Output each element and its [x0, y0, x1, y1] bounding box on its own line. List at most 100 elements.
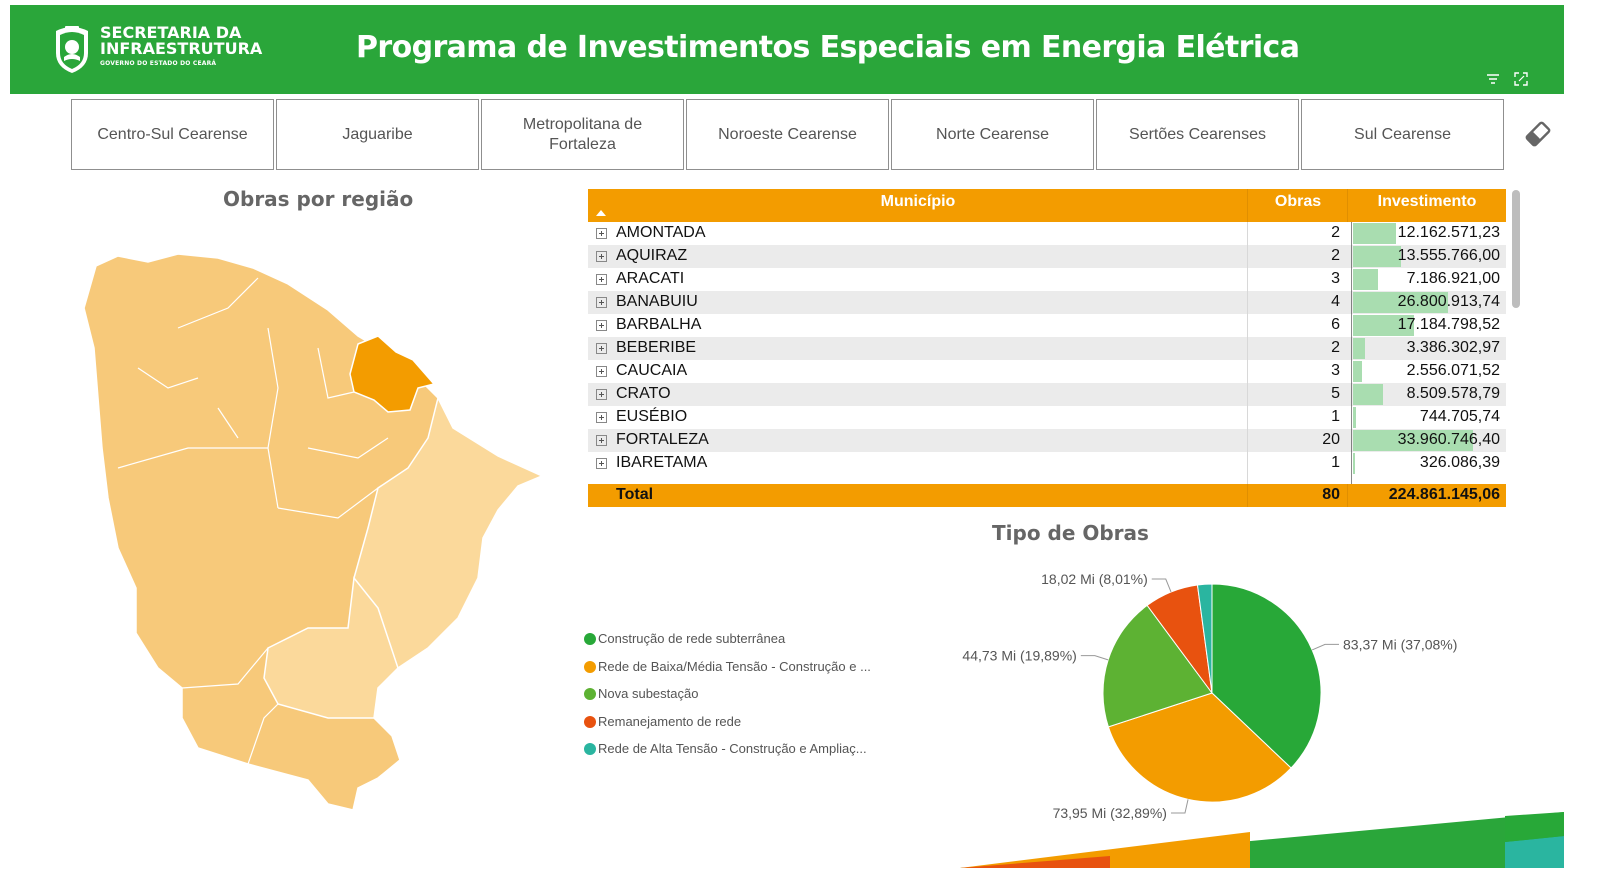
table-row[interactable]: CAUCAIA 3 2.556.071,52 — [588, 360, 1506, 383]
pie-data-label: 73,95 Mi (32,89%) — [1053, 805, 1167, 821]
total-investimento: 224.861.145,06 — [1388, 486, 1500, 503]
total-label: Total — [616, 486, 654, 503]
logo-line-1: SECRETARIA DA — [100, 23, 242, 42]
table-row[interactable]: BARBALHA 6 17.184.798,52 — [588, 314, 1506, 337]
map-title: Obras por região — [223, 187, 414, 211]
legend-label: Rede de Baixa/Média Tensão - Construção … — [598, 658, 871, 674]
cell-municipio: BARBALHA — [616, 316, 702, 333]
legend-dot-icon — [584, 633, 596, 645]
expand-row-icon[interactable] — [596, 366, 607, 377]
map-boundaries — [117, 277, 389, 765]
cell-obras: 3 — [1331, 270, 1340, 287]
table-scrollbar[interactable] — [1512, 190, 1520, 308]
decorative-stripes — [960, 812, 1564, 868]
investment-data-bar — [1353, 223, 1396, 244]
investment-data-bar — [1353, 292, 1448, 313]
investment-data-bar — [1353, 361, 1362, 382]
filter-icon[interactable] — [1485, 71, 1501, 87]
investment-data-bar — [1353, 246, 1401, 267]
map-region-centro-sul — [263, 576, 399, 719]
table-row[interactable]: IBARETAMA 1 326.086,39 — [588, 452, 1506, 475]
ceara-region-map[interactable] — [78, 248, 548, 816]
sort-ascending-icon[interactable] — [595, 209, 607, 217]
table-row[interactable]: BEBERIBE 2 3.386.302,97 — [588, 337, 1506, 360]
col-municipio[interactable]: Município — [880, 193, 956, 210]
region-filter-centro-sul[interactable]: Centro-Sul Cearense — [71, 99, 274, 170]
pie-title: Tipo de Obras — [992, 521, 1149, 545]
pie-data-label: 18,02 Mi (8,01%) — [1041, 571, 1148, 587]
legend-label: Construção de rede subterrânea — [598, 631, 786, 646]
expand-row-icon[interactable] — [596, 343, 607, 354]
pie-leader-line — [1151, 578, 1172, 593]
region-filter-jaguaribe[interactable]: Jaguaribe — [276, 99, 479, 170]
cell-municipio: CRATO — [616, 385, 671, 402]
cell-obras: 2 — [1331, 339, 1340, 356]
investment-data-bar — [1353, 453, 1355, 474]
table-row[interactable]: FORTALEZA 20 33.960.746,40 — [588, 429, 1506, 452]
cell-municipio: BANABUIU — [616, 293, 698, 310]
expand-row-icon[interactable] — [596, 251, 607, 262]
legend-dot-icon — [584, 660, 596, 673]
expand-row-icon[interactable] — [596, 320, 607, 331]
legend-item[interactable]: Rede de Baixa/Média Tensão - Construção … — [584, 658, 884, 676]
table-row[interactable]: ARACATI 3 7.186.921,00 — [588, 268, 1506, 291]
legend-dot-icon — [584, 743, 596, 755]
table-row[interactable]: CRATO 5 8.509.578,79 — [588, 383, 1506, 406]
region-filter-sertoes[interactable]: Sertões Cearenses — [1096, 99, 1299, 170]
cell-investimento: 26.800.913,74 — [1397, 293, 1500, 310]
expand-row-icon[interactable] — [596, 435, 607, 446]
map-region-metropolitana — [349, 335, 436, 413]
col-investimento[interactable]: Investimento — [1377, 193, 1477, 210]
table-row[interactable]: AMONTADA 2 12.162.571,23 — [588, 222, 1506, 245]
region-filter-norte[interactable]: Norte Cearense — [891, 99, 1094, 170]
pie-data-label: 44,73 Mi (19,89%) — [962, 648, 1076, 664]
cell-obras: 1 — [1331, 454, 1340, 471]
expand-row-icon[interactable] — [596, 389, 607, 400]
cell-investimento: 7.186.921,00 — [1406, 270, 1500, 287]
legend-item[interactable]: Remanejamento de rede — [584, 713, 884, 731]
investment-data-bar — [1353, 384, 1383, 405]
cell-municipio: AQUIRAZ — [616, 247, 688, 264]
legend-dot-icon — [584, 688, 596, 700]
cell-investimento: 13.555.766,00 — [1397, 247, 1500, 264]
cell-obras: 5 — [1331, 385, 1340, 402]
investment-data-bar — [1353, 407, 1356, 428]
table-row[interactable]: BANABUIU 4 26.800.913,74 — [588, 291, 1506, 314]
expand-row-icon[interactable] — [596, 297, 607, 308]
investment-data-bar — [1353, 430, 1473, 451]
investment-data-bar — [1353, 338, 1365, 359]
legend-label: Nova subestação — [598, 686, 699, 701]
clear-selections-eraser-icon[interactable] — [1522, 118, 1554, 150]
legend-item[interactable]: Rede de Alta Tensão - Construção e Ampli… — [584, 740, 884, 758]
tipo-obras-pie-chart[interactable]: 83,37 Mi (37,08%) 73,95 Mi (32,89%) 44,73 … — [940, 560, 1500, 830]
legend-item[interactable]: Construção de rede subterrânea — [584, 630, 884, 648]
col-obras[interactable]: Obras — [1274, 193, 1322, 210]
expand-row-icon[interactable] — [596, 274, 607, 285]
expand-row-icon[interactable] — [596, 412, 607, 423]
expand-row-icon[interactable] — [596, 228, 607, 239]
region-filter-noroeste[interactable]: Noroeste Cearense — [686, 99, 889, 170]
pie-slice[interactable] — [1107, 692, 1292, 803]
total-obras: 80 — [1322, 486, 1340, 503]
focus-mode-icon[interactable] — [1513, 71, 1529, 87]
region-filter-metropolitana[interactable]: Metropolitana de Fortaleza — [481, 99, 684, 170]
cell-investimento: 12.162.571,23 — [1397, 224, 1500, 241]
cell-investimento: 33.960.746,40 — [1397, 431, 1500, 448]
pie-slice[interactable] — [1196, 583, 1213, 694]
pie-leader-line — [1080, 655, 1109, 661]
expand-row-icon[interactable] — [596, 458, 607, 469]
pie-slice[interactable] — [1102, 604, 1213, 728]
legend-item[interactable]: Nova subestação — [584, 685, 884, 703]
pie-data-label: 83,37 Mi (37,08%) — [1343, 636, 1457, 652]
table-header: Município Obras Investimento — [588, 189, 1506, 222]
region-filter-sul[interactable]: Sul Cearense — [1301, 99, 1504, 170]
cell-municipio: BEBERIBE — [616, 339, 697, 356]
table-row[interactable]: EUSÉBIO 1 744.705,74 — [588, 406, 1506, 429]
cell-investimento: 3.386.302,97 — [1406, 339, 1500, 356]
cell-investimento: 8.509.578,79 — [1406, 385, 1500, 402]
table-row[interactable]: AQUIRAZ 2 13.555.766,00 — [588, 245, 1506, 268]
table-body[interactable]: AMONTADA 2 12.162.571,23 AQUIRAZ 2 13.555.766… — [588, 222, 1506, 484]
cell-municipio: AMONTADA — [616, 224, 706, 241]
legend-label: Remanejamento de rede — [598, 713, 742, 729]
